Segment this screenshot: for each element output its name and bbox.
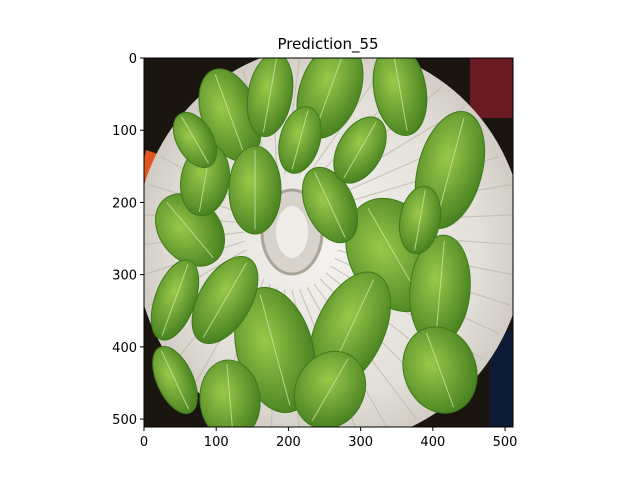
leaves	[150, 58, 486, 427]
leaf-vein	[414, 189, 426, 251]
y-tick-label: 300	[112, 269, 137, 284]
leaf-vein	[314, 172, 346, 238]
y-tick-label: 200	[112, 196, 137, 211]
y-tick-label: 100	[112, 124, 137, 139]
photo-image	[144, 58, 513, 427]
leaf-vein	[311, 358, 349, 422]
x-axis: 0 100 200 300 400 500	[140, 427, 518, 450]
leaf-vein	[160, 350, 190, 410]
leaf-vein	[181, 116, 209, 164]
leaf-vein	[314, 58, 346, 133]
y-axis: 0 100 200 300 400 500	[112, 52, 144, 428]
y-tick-label: 500	[112, 413, 137, 428]
y-tick-label: 0	[129, 52, 137, 67]
leaf-vein	[343, 121, 377, 179]
x-tick-label: 100	[204, 435, 229, 450]
y-tick-label: 400	[112, 341, 137, 356]
x-tick-label: 300	[348, 435, 373, 450]
leaf-vein	[214, 74, 246, 156]
x-tick-label: 400	[420, 435, 445, 450]
x-tick-label: 500	[493, 435, 518, 450]
x-tick-label: 200	[276, 435, 301, 450]
leaf-vein	[435, 117, 465, 223]
leaf-vein	[166, 202, 214, 258]
axes-frame	[143, 57, 514, 428]
leaf-vein	[161, 264, 189, 336]
leaf-vein	[392, 58, 408, 131]
x-tick-label: 0	[140, 435, 148, 450]
leaf-vein	[202, 262, 248, 338]
leaf-vein	[262, 58, 278, 133]
leaf-vein	[259, 294, 291, 406]
leaf-vein	[291, 110, 309, 170]
leaf-vein	[226, 364, 234, 427]
leaf-vein	[435, 240, 445, 340]
chart-title: Prediction_55	[277, 35, 378, 54]
leaf-vein	[425, 332, 455, 408]
